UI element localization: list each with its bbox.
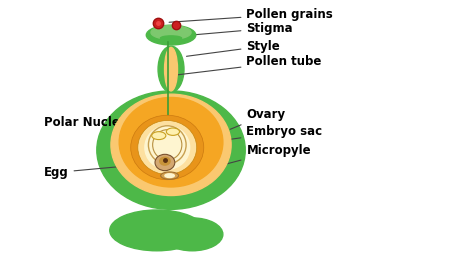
Text: Embryo sac: Embryo sac xyxy=(203,125,322,143)
Ellipse shape xyxy=(160,157,170,165)
Text: Stigma: Stigma xyxy=(193,22,293,35)
Text: Polar Nuclei: Polar Nuclei xyxy=(44,117,157,136)
Ellipse shape xyxy=(131,115,204,180)
Text: Ovary: Ovary xyxy=(230,108,285,129)
Ellipse shape xyxy=(152,132,166,140)
Ellipse shape xyxy=(145,126,190,169)
Ellipse shape xyxy=(155,154,175,171)
Ellipse shape xyxy=(164,47,177,91)
Ellipse shape xyxy=(111,94,231,196)
Text: Style: Style xyxy=(186,40,280,56)
Ellipse shape xyxy=(161,172,179,179)
Ellipse shape xyxy=(146,25,196,45)
Ellipse shape xyxy=(110,210,204,251)
Ellipse shape xyxy=(160,36,182,41)
Ellipse shape xyxy=(151,26,191,39)
Text: Pollen tube: Pollen tube xyxy=(178,55,322,75)
Ellipse shape xyxy=(138,120,197,174)
Ellipse shape xyxy=(165,174,174,177)
Ellipse shape xyxy=(150,216,197,237)
Text: Pollen grains: Pollen grains xyxy=(169,7,333,22)
Ellipse shape xyxy=(119,97,223,187)
Ellipse shape xyxy=(158,46,184,92)
Text: Egg: Egg xyxy=(44,164,154,179)
Text: Micropyle: Micropyle xyxy=(187,144,311,174)
Ellipse shape xyxy=(97,91,245,209)
Ellipse shape xyxy=(166,128,180,135)
Ellipse shape xyxy=(162,218,223,251)
